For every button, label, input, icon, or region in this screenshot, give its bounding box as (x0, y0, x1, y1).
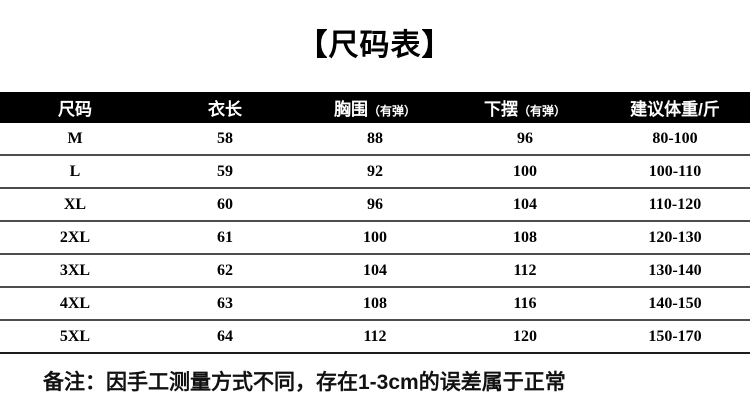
table-cell-weight: 150-170 (648, 327, 702, 345)
table-row: 2XL 61 100 108 120-130 (0, 222, 750, 255)
table-cell-chest: 100 (363, 228, 387, 246)
table-cell-weight: 130-140 (648, 261, 702, 279)
table-cell-size: 5XL (59, 327, 91, 345)
table-cell-weight: 110-120 (648, 195, 702, 213)
table-row: M 58 88 96 80-100 (0, 123, 750, 156)
table-cell-chest: 88 (367, 129, 383, 147)
size-table: 尺码 衣长 胸围（有弹） 下摆（有弹） 建议体重/斤 M 58 88 96 80… (0, 92, 750, 354)
page-title: 【尺码表】 (297, 29, 453, 62)
table-cell-length: 58 (217, 129, 233, 147)
table-row: 4XL 63 108 116 140-150 (0, 288, 750, 321)
column-header-chest: 胸围（有弹） (300, 95, 450, 120)
table-cell-hem: 120 (513, 327, 537, 345)
size-table-header-row: 尺码 衣长 胸围（有弹） 下摆（有弹） 建议体重/斤 (0, 92, 750, 123)
table-cell-length: 64 (217, 327, 233, 345)
table-cell-chest: 104 (363, 261, 387, 279)
column-header-hem: 下摆（有弹） (450, 95, 600, 120)
table-cell-size: 2XL (59, 228, 91, 246)
table-cell-size: 4XL (59, 294, 91, 312)
column-header-chest-sub: （有弹） (367, 104, 416, 118)
table-cell-length: 59 (217, 162, 233, 180)
column-header-chest-label: 胸围 (333, 100, 368, 119)
table-row: 5XL 64 112 120 150-170 (0, 321, 750, 354)
table-cell-size: L (69, 162, 81, 180)
table-cell-hem: 108 (513, 228, 537, 246)
column-header-weight-label: 建议体重/斤 (630, 100, 720, 119)
column-header-length: 衣长 (150, 95, 300, 120)
column-header-size: 尺码 (0, 95, 150, 120)
measurement-note: 备注：因手工测量方式不同，存在1-3cm的误差属于正常 (43, 371, 566, 394)
table-cell-chest: 112 (363, 327, 387, 345)
table-cell-size: 3XL (59, 261, 91, 279)
column-header-length-label: 衣长 (208, 100, 242, 119)
table-cell-hem: 100 (513, 162, 537, 180)
table-cell-weight: 120-130 (648, 228, 702, 246)
table-cell-weight: 100-110 (648, 162, 702, 180)
table-cell-length: 61 (217, 228, 233, 246)
table-cell-hem: 116 (513, 294, 537, 312)
table-cell-weight: 80-100 (652, 129, 698, 147)
table-row: L 59 92 100 100-110 (0, 156, 750, 189)
table-cell-chest: 108 (363, 294, 387, 312)
table-cell-weight: 140-150 (648, 294, 702, 312)
table-row: 3XL 62 104 112 130-140 (0, 255, 750, 288)
table-cell-hem: 112 (513, 261, 537, 279)
table-cell-hem: 104 (513, 195, 537, 213)
table-cell-chest: 96 (367, 195, 383, 213)
table-cell-length: 62 (217, 261, 233, 279)
table-cell-length: 63 (217, 294, 233, 312)
column-header-hem-label: 下摆 (483, 100, 518, 119)
column-header-weight: 建议体重/斤 (600, 95, 750, 120)
table-cell-size: M (67, 129, 83, 147)
table-cell-size: XL (63, 195, 87, 213)
column-header-hem-sub: （有弹） (517, 104, 566, 118)
table-cell-chest: 92 (367, 162, 383, 180)
table-cell-length: 60 (217, 195, 233, 213)
table-row: XL 60 96 104 110-120 (0, 189, 750, 222)
column-header-size-label: 尺码 (58, 100, 92, 119)
table-cell-hem: 96 (517, 129, 533, 147)
